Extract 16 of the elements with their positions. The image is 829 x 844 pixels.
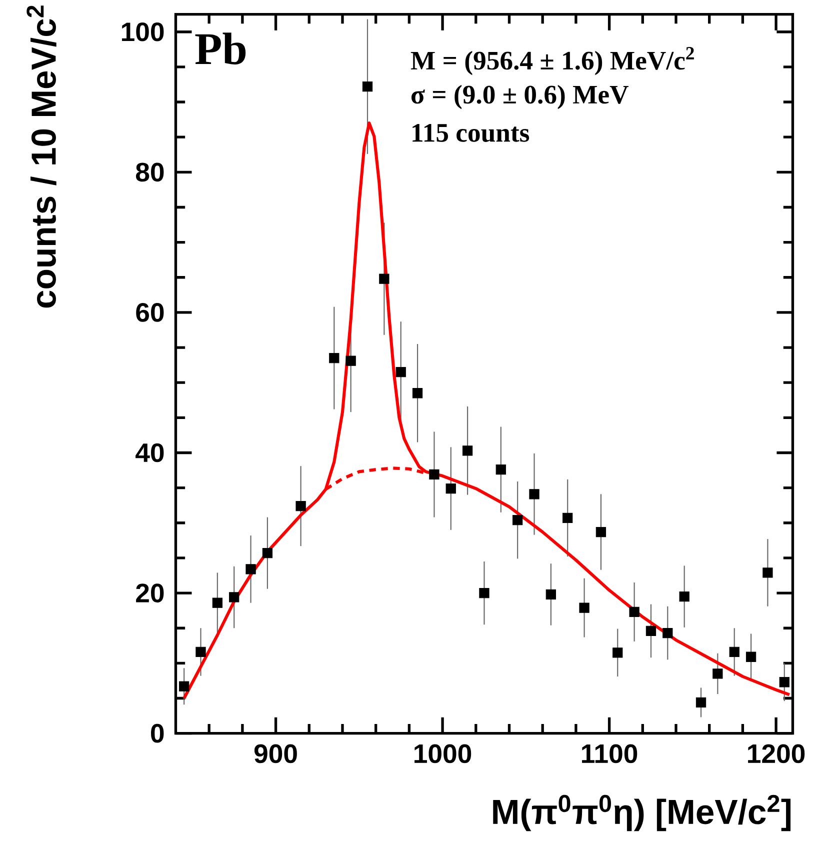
y-tick-label: 40 xyxy=(136,443,164,462)
y-tick-label: 100 xyxy=(122,22,164,42)
y-tick-label: 20 xyxy=(136,584,164,602)
y-tick-label: 80 xyxy=(136,162,164,182)
annotation: Pb xyxy=(195,32,246,64)
y-axis-title: counts / 10 MeV/c$^{2}$ xyxy=(26,6,56,308)
x-tick-label: 1000 xyxy=(414,744,472,764)
annotation: σ = (9.0 ± 0.6) MeV xyxy=(411,84,629,110)
y-tick-label: 60 xyxy=(136,303,164,322)
x-tick-label: 900 xyxy=(254,744,297,764)
y-tick-label: 0 xyxy=(151,724,164,743)
x-tick-label: 1200 xyxy=(748,744,805,764)
x-axis-title: M(π$^{0}$π$^{0}$η) [MeV/c$^{2}$] xyxy=(493,794,791,832)
annotation: 115 counts xyxy=(412,124,530,142)
annotation: M = (956.4 ± 1.6) MeV/c$^{2}$ xyxy=(410,47,694,76)
x-tick-label: 1100 xyxy=(582,744,638,764)
